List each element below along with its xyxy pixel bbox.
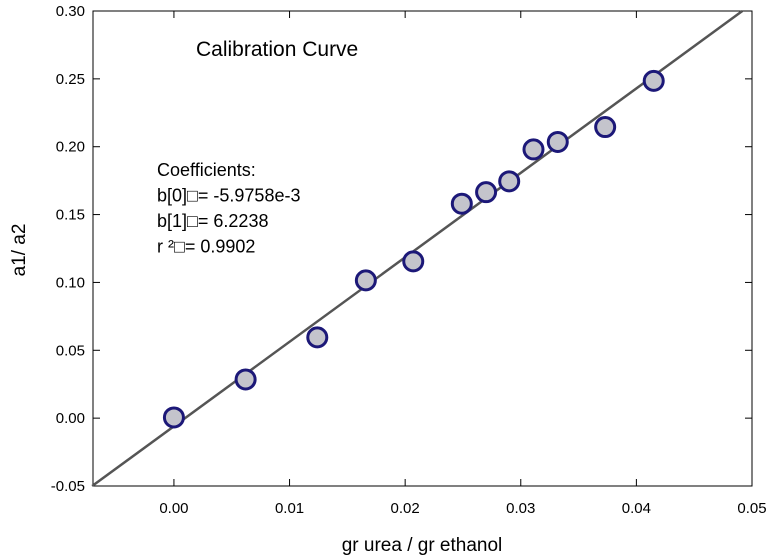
x-tick-label: 0.02 [391,500,420,517]
y-tick-label: 0.30 [56,3,85,20]
x-tick-label: 0.05 [737,500,766,517]
plot-area [92,10,753,487]
x-tick-label: 0.03 [506,500,535,517]
data-point [475,181,498,204]
y-tick-label: 0.25 [56,71,85,88]
y-tick-label: 0.05 [56,342,85,359]
data-point [162,406,185,429]
data-point [450,192,473,215]
data-point [354,269,377,292]
x-axis-ticks: 0.00 0.01 0.02 0.03 0.04 0.05 [159,11,767,517]
x-tick-label: 0.00 [159,500,188,517]
x-tick-label: 0.01 [275,500,304,517]
y-axis-ticks: -0.05 0.00 0.05 0.10 0.15 0.20 0.25 0.30 [51,3,752,495]
data-point [234,368,257,391]
data-point [522,138,545,161]
coefficient-line: r ²□= 0.9902 [157,237,255,257]
y-tick-label: 0.15 [56,207,85,224]
coefficient-line: b[0]□= -5.9758e-3 [157,186,300,206]
data-point [594,116,617,139]
y-tick-label: 0.20 [56,139,85,156]
coefficient-line: b[1]□= 6.2238 [157,211,268,231]
data-point [642,69,665,92]
data-point [546,130,569,153]
regression-line [91,9,744,488]
data-points [162,69,665,429]
data-point [306,326,329,349]
x-axis-title: gr urea / gr ethanol [342,535,503,556]
y-tick-label: 0.10 [56,274,85,291]
x-tick-label: 0.04 [622,500,651,517]
y-axis-title: a1/ a2 [9,224,30,277]
coefficients-annotation: Coefficients: b[0]□= -5.9758e-3 b[1]□= 6.2… [157,160,300,257]
data-point [498,170,521,193]
data-point [402,250,425,273]
y-tick-label: -0.05 [51,478,85,495]
coefficient-line: Coefficients: [157,160,256,180]
y-tick-label: 0.00 [56,410,85,427]
chart-title: Calibration Curve [196,38,358,61]
